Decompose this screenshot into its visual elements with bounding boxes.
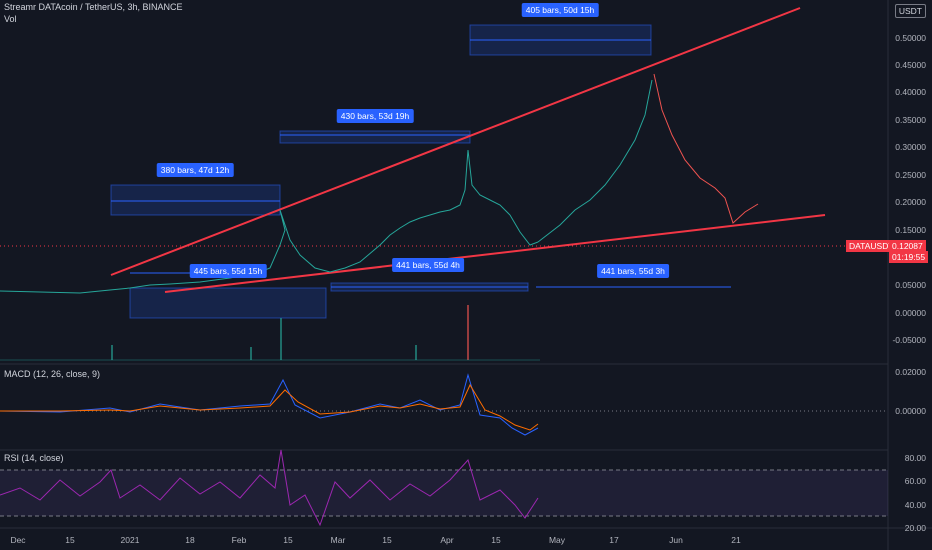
date-tick: 15 [491,535,501,545]
measure-label[interactable]: 405 bars, 50d 15h [521,3,599,17]
price-tick: 0.20000 [895,197,926,207]
currency-selector[interactable]: USDT [894,4,926,18]
rsi-legend[interactable]: RSI (14, close) [4,453,64,463]
lower-trendline[interactable] [164,214,826,293]
macd-tick: 0.02000 [895,367,926,377]
rsi-tick: 80.00 [904,453,926,463]
macd-line [0,373,539,436]
measure-range[interactable] [129,287,327,319]
rsi-band [0,470,888,516]
measure-label[interactable]: 380 bars, 47d 12h [156,163,234,177]
price-tick: 0.40000 [895,87,926,97]
price-tick: 0.15000 [895,225,926,235]
date-tick: 2021 [120,535,140,545]
volume-legend[interactable]: Vol [4,14,17,24]
price-tick: 0.05000 [895,280,926,290]
date-tick: Mar [330,535,346,545]
date-tick: Apr [440,535,454,545]
date-tick: 17 [609,535,619,545]
price-tick: 0.50000 [895,33,926,43]
macd-legend[interactable]: MACD (12, 26, close, 9) [4,369,101,379]
date-tick: 21 [731,535,741,545]
measure-range[interactable] [279,130,471,144]
current-price-tag: 0.12087 [889,240,926,252]
measure-label[interactable]: 430 bars, 53d 19h [336,109,414,123]
measure-range[interactable] [110,184,281,216]
date-tick: Jun [669,535,683,545]
rsi-line [0,449,539,527]
price-tick: 0.35000 [895,115,926,125]
price-tick: 0.25000 [895,170,926,180]
date-tick: 15 [382,535,392,545]
date-tick: May [548,535,566,545]
measure-label[interactable]: 441 bars, 55d 3h [597,264,669,278]
date-tick: Dec [10,535,26,545]
price-series [0,149,539,294]
rsi-tick: 40.00 [904,500,926,510]
measure-label[interactable]: 445 bars, 55d 15h [189,264,267,278]
price-tick: 0.00000 [895,308,926,318]
rsi-tick: 20.00 [904,523,926,533]
date-tick: 18 [185,535,195,545]
date-tick: 15 [65,535,75,545]
projection-down [653,73,759,224]
projection-up [537,79,653,243]
price-tick: -0.05000 [892,335,926,345]
date-tick: Feb [231,535,247,545]
date-tick: 15 [283,535,293,545]
volume-bars [0,305,540,361]
price-tick: 0.45000 [895,60,926,70]
symbol-tag: DATAUSDT [846,240,897,252]
measure-label[interactable]: 441 bars, 55d 4h [392,258,464,272]
rsi-tick: 60.00 [904,476,926,486]
macd-tick: 0.00000 [895,406,926,416]
main-legend[interactable]: Streamr DATAcoin / TetherUS, 3h, BINANCE [4,2,183,12]
signal-line [0,383,539,431]
upper-trendline[interactable] [110,7,801,276]
price-tick: 0.30000 [895,142,926,152]
bar-countdown: 01:19:55 [889,251,929,263]
